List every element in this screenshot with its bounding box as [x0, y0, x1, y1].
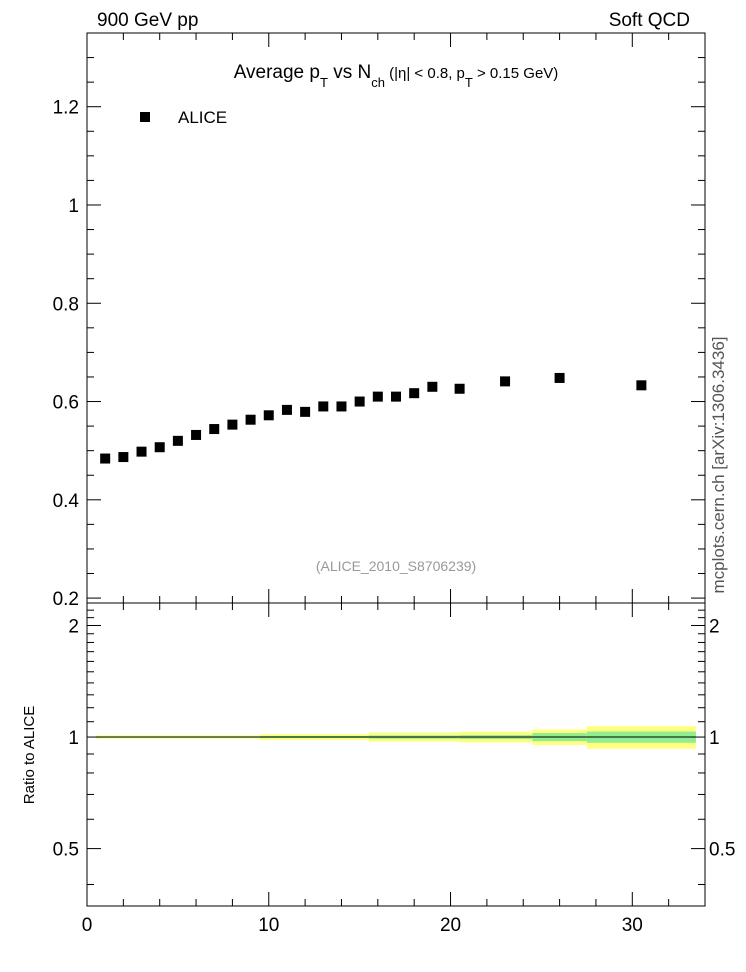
- data-point: [245, 414, 256, 425]
- data-point: [227, 419, 238, 430]
- data-point: [354, 396, 365, 407]
- data-point: [281, 404, 292, 415]
- data-point: [554, 372, 565, 383]
- ratio-y-tick-label-right: 2: [709, 616, 720, 637]
- data-point: [100, 453, 111, 464]
- data-points: [100, 372, 647, 464]
- data-point: [500, 376, 511, 387]
- data-point: [300, 406, 311, 417]
- main-panel: 0.2 0.4 0.6 0.8 1 1.2 Average pT vs Nch (|η| …: [53, 32, 706, 610]
- side-label: mcplots.cern.ch [arXiv:1306.3436]: [709, 336, 728, 593]
- main-title: Average pT vs Nch (|η| < 0.8, pT > 0.15 …: [234, 62, 559, 90]
- data-point: [336, 401, 347, 412]
- process-label: Soft QCD: [609, 10, 690, 31]
- x-tick-label: 10: [258, 915, 279, 936]
- legend-marker: [140, 112, 150, 122]
- ratio-y-tick-label-left: 0.5: [53, 840, 79, 861]
- ratio-panel: 0.5 0.51 12 20 10 20 30 Ratio to ALICE: [21, 602, 735, 936]
- x-tick-label: 30: [622, 915, 643, 936]
- y-tick-label: 0.4: [53, 491, 80, 512]
- ratio-plot-frame: [86, 602, 706, 907]
- analysis-label: (ALICE_2010_S8706239): [316, 558, 476, 574]
- ratio-ylabel: Ratio to ALICE: [21, 706, 38, 804]
- data-point: [409, 388, 420, 399]
- ratio-y-tick-label-left: 2: [68, 616, 79, 637]
- y-tick-label: 1: [68, 196, 79, 217]
- data-point: [391, 391, 401, 402]
- y-tick-label: 1.2: [53, 98, 79, 119]
- data-point: [318, 401, 329, 412]
- energy-label: 900 GeV pp: [97, 10, 198, 31]
- data-point: [209, 424, 220, 435]
- data-point: [427, 381, 438, 392]
- ratio-axes: 0.5 0.51 12 20 10 20 30: [53, 603, 735, 936]
- ratio-y-tick-label-right: 0.5: [709, 840, 735, 861]
- data-point: [636, 380, 647, 391]
- data-point: [136, 446, 147, 457]
- legend: ALICE: [140, 108, 227, 127]
- data-point: [154, 442, 165, 453]
- data-point: [191, 429, 202, 440]
- x-tick-label: 0: [82, 915, 93, 936]
- y-tick-label: 0.8: [53, 294, 79, 315]
- ratio-y-tick-label-left: 1: [68, 728, 79, 749]
- data-point: [263, 410, 274, 421]
- y-tick-label: 0.2: [53, 589, 79, 610]
- data-point: [118, 452, 129, 463]
- data-point: [372, 391, 383, 402]
- data-point: [172, 435, 183, 446]
- legend-label-alice: ALICE: [178, 108, 227, 127]
- y-tick-label: 0.6: [53, 393, 79, 414]
- data-point: [454, 383, 465, 394]
- ratio-y-tick-label-right: 1: [709, 728, 720, 749]
- main-axes: 0.2 0.4 0.6 0.8 1 1.2: [53, 33, 706, 610]
- x-tick-label: 20: [440, 915, 461, 936]
